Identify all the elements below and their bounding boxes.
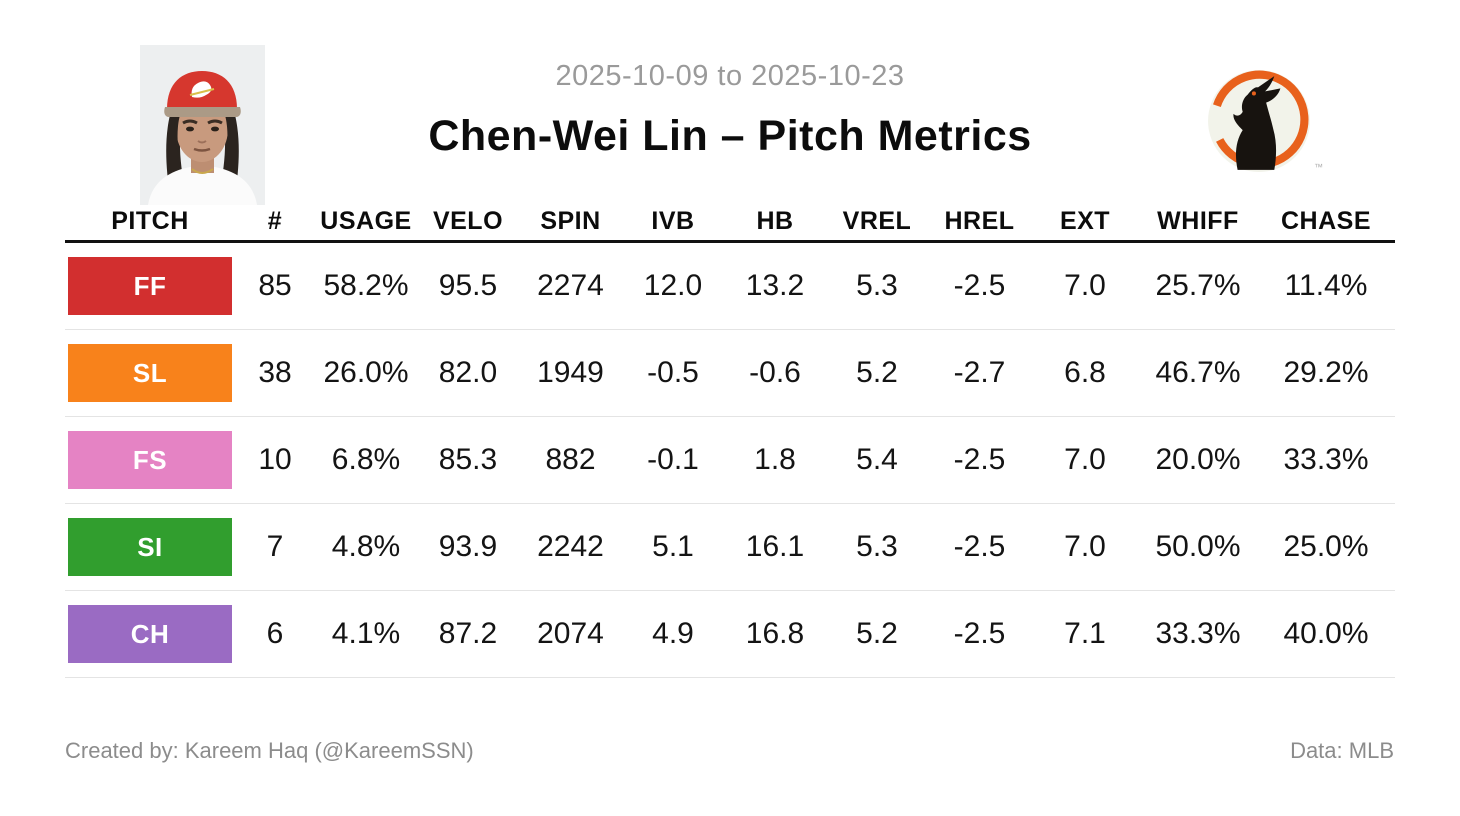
pitch-badge: FS: [65, 431, 235, 489]
cell-ext: 6.8: [1064, 356, 1106, 389]
pitch-badge: FF: [65, 257, 235, 315]
pitch-badge: SI: [65, 518, 235, 576]
cell-whiff: 20.0%: [1155, 443, 1241, 476]
table-row-si: SI 7 4.8% 93.9 2242 5.1 16.1 5.3 -2.5 7.…: [65, 504, 1395, 591]
cell-chase: 25.0%: [1283, 530, 1369, 563]
cell-whiff: 33.3%: [1155, 617, 1241, 650]
col-header-velo: VELO: [432, 207, 504, 235]
cell-chase: 29.2%: [1283, 356, 1369, 389]
cell-usage: 26.0%: [323, 356, 409, 389]
cell-ivb: 5.1: [652, 530, 694, 563]
player-headshot-graphic: [140, 45, 265, 205]
table-row-ff: FF 85 58.2% 95.5 2274 12.0 13.2 5.3 -2.5…: [65, 243, 1395, 330]
cell-hb: -0.6: [749, 356, 801, 389]
team-logo-icon: [1206, 66, 1312, 178]
cell-spin: 1949: [537, 356, 604, 389]
cell-whiff: 25.7%: [1155, 269, 1241, 302]
cell-hrel: -2.7: [953, 356, 1006, 389]
cell-usage: 6.8%: [331, 443, 401, 476]
cell-vrel: 5.2: [856, 617, 898, 650]
cell-vrel: 5.3: [856, 269, 898, 302]
player-headshot-image: [140, 45, 265, 205]
cell-spin: 2242: [537, 530, 604, 563]
coyote-logo-graphic: [1208, 70, 1310, 172]
cell-count: 38: [258, 356, 292, 389]
table-header-row: PITCH # USAGE VELO SPIN IVB HB VREL HREL…: [65, 203, 1395, 243]
cell-spin: 882: [545, 443, 596, 476]
cell-count: 10: [258, 443, 292, 476]
cell-usage: 4.8%: [331, 530, 401, 563]
page-title: Chen-Wei Lin – Pitch Metrics: [428, 112, 1032, 160]
col-header-chase: CHASE: [1280, 207, 1371, 235]
pitch-metrics-table: PITCH # USAGE VELO SPIN IVB HB VREL HREL…: [65, 203, 1395, 678]
table-row-sl: SL 38 26.0% 82.0 1949 -0.5 -0.6 5.2 -2.7…: [65, 330, 1395, 417]
cell-hb: 16.8: [745, 617, 805, 650]
col-header-hb: HB: [756, 207, 794, 235]
pitch-badge: SL: [65, 344, 235, 402]
cell-vrel: 5.4: [856, 443, 898, 476]
cell-hb: 13.2: [745, 269, 805, 302]
cell-ext: 7.0: [1064, 530, 1106, 563]
cell-velo: 93.9: [438, 530, 498, 563]
cell-chase: 33.3%: [1283, 443, 1369, 476]
cell-chase: 11.4%: [1284, 269, 1368, 302]
cell-velo: 87.2: [438, 617, 498, 650]
cell-usage: 58.2%: [323, 269, 409, 302]
cell-count: 6: [266, 617, 284, 650]
cell-ivb: 12.0: [643, 269, 703, 302]
col-header-vrel: VREL: [842, 207, 912, 235]
cell-ivb: 4.9: [652, 617, 694, 650]
cell-usage: 4.1%: [331, 617, 401, 650]
credit-text: Created by: Kareem Haq (@KareemSSN): [65, 738, 474, 763]
col-header-ext: EXT: [1059, 207, 1111, 235]
pitch-badge-label: FS: [68, 431, 232, 489]
cell-chase: 40.0%: [1283, 617, 1369, 650]
table-row-fs: FS 10 6.8% 85.3 882 -0.1 1.8 5.4 -2.5 7.…: [65, 417, 1395, 504]
cell-vrel: 5.2: [856, 356, 898, 389]
trademark-symbol: ™: [1314, 162, 1323, 172]
col-header-usage: USAGE: [320, 207, 412, 235]
cell-ivb: -0.5: [647, 356, 699, 389]
cell-velo: 95.5: [438, 269, 498, 302]
pitch-badge-label: SI: [68, 518, 232, 576]
col-header-whiff: WHIFF: [1157, 207, 1239, 235]
cell-spin: 2074: [537, 617, 604, 650]
data-source-text: Data: MLB: [1290, 738, 1394, 763]
cell-ext: 7.0: [1064, 269, 1106, 302]
pitch-badge-label: SL: [68, 344, 232, 402]
cell-velo: 85.3: [438, 443, 498, 476]
cell-hrel: -2.5: [953, 443, 1006, 476]
cell-ext: 7.1: [1064, 617, 1106, 650]
col-header-pitch: PITCH: [111, 207, 189, 235]
col-header-spin: SPIN: [540, 207, 601, 235]
cell-hb: 1.8: [754, 443, 796, 476]
col-header-count: #: [267, 207, 283, 235]
cell-whiff: 50.0%: [1155, 530, 1241, 563]
cell-hrel: -2.5: [953, 530, 1006, 563]
cell-hb: 16.1: [745, 530, 805, 563]
cell-count: 7: [266, 530, 284, 563]
pitch-badge: CH: [65, 605, 235, 663]
cell-ext: 7.0: [1064, 443, 1106, 476]
pitch-badge-label: FF: [68, 257, 232, 315]
table-row-ch: CH 6 4.1% 87.2 2074 4.9 16.8 5.2 -2.5 7.…: [65, 591, 1395, 678]
cell-velo: 82.0: [438, 356, 498, 389]
col-header-ivb: IVB: [651, 207, 695, 235]
cell-hrel: -2.5: [953, 617, 1006, 650]
cell-vrel: 5.3: [856, 530, 898, 563]
cell-ivb: -0.1: [647, 443, 699, 476]
cell-count: 85: [258, 269, 292, 302]
col-header-hrel: HREL: [944, 207, 1015, 235]
pitch-badge-label: CH: [68, 605, 232, 663]
cell-hrel: -2.5: [953, 269, 1006, 302]
cell-whiff: 46.7%: [1155, 356, 1241, 389]
cell-spin: 2274: [537, 269, 604, 302]
date-range: 2025-10-09 to 2025-10-23: [555, 60, 905, 92]
